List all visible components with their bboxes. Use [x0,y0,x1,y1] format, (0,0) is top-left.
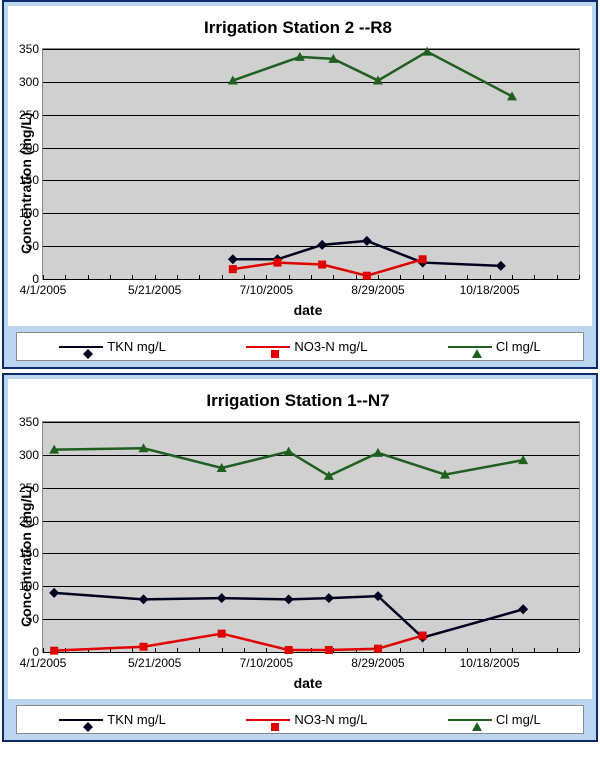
x-tick: 7/10/2005 [240,656,293,670]
legend-label: Cl mg/L [496,339,541,354]
y-tick: 300 [19,448,39,462]
y-tick: 200 [19,514,39,528]
legend-label: NO3-N mg/L [294,339,367,354]
legend-item-cl: Cl mg/L [448,339,541,354]
legend-label: TKN mg/L [107,712,166,727]
legend-label: Cl mg/L [496,712,541,727]
plot-area-1: 0501001502002503003504/1/20055/21/20057/… [42,48,580,280]
x-tick: 5/21/2005 [128,656,181,670]
x-axis-label: date [36,675,580,691]
legend-label: NO3-N mg/L [294,712,367,727]
chart-title: Irrigation Station 2 --R8 [16,18,580,38]
x-tick: 7/10/2005 [240,283,293,297]
chart-panel-1: Irrigation Station 2 --R8 Concentration … [2,0,598,369]
x-tick: 10/18/2005 [460,656,520,670]
x-tick: 4/1/2005 [20,283,67,297]
legend-1: TKN mg/L NO3-N mg/L Cl mg/L [16,332,584,361]
y-tick: 350 [19,415,39,429]
legend-item-tkn: TKN mg/L [59,712,166,727]
legend-2: TKN mg/L NO3-N mg/L Cl mg/L [16,705,584,734]
chart-2: Irrigation Station 1--N7 Concentration (… [8,379,592,699]
y-tick: 100 [19,206,39,220]
chart-panel-2: Irrigation Station 1--N7 Concentration (… [2,373,598,742]
x-tick: 4/1/2005 [20,656,67,670]
x-axis-label: date [36,302,580,318]
y-tick: 350 [19,42,39,56]
x-tick: 5/21/2005 [128,283,181,297]
x-tick: 8/29/2005 [351,283,404,297]
y-tick: 200 [19,141,39,155]
legend-item-no3: NO3-N mg/L [246,712,367,727]
y-tick: 100 [19,579,39,593]
y-tick: 50 [26,239,39,253]
y-tick: 150 [19,173,39,187]
x-tick: 8/29/2005 [351,656,404,670]
y-tick: 150 [19,546,39,560]
x-tick: 10/18/2005 [460,283,520,297]
plot-area-2: 0501001502002503003504/1/20055/21/20057/… [42,421,580,653]
y-tick: 250 [19,481,39,495]
y-tick: 250 [19,108,39,122]
legend-item-tkn: TKN mg/L [59,339,166,354]
legend-item-cl: Cl mg/L [448,712,541,727]
legend-label: TKN mg/L [107,339,166,354]
y-tick: 50 [26,612,39,626]
y-tick: 300 [19,75,39,89]
legend-item-no3: NO3-N mg/L [246,339,367,354]
chart-title: Irrigation Station 1--N7 [16,391,580,411]
chart-1: Irrigation Station 2 --R8 Concentration … [8,6,592,326]
